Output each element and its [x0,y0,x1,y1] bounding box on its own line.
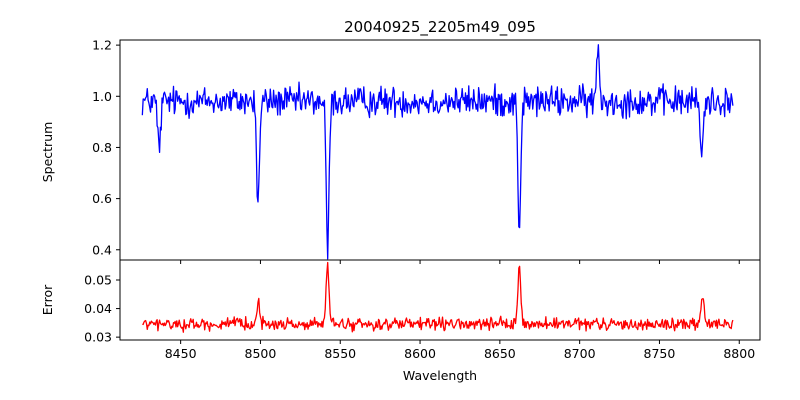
error-panel: 0.03 0.04 0.05 8450 8500 8550 8600 8650 8700 8750… [84,259,761,361]
x-axis-label: Wavelength [403,368,477,383]
x-tick-label: 8500 [245,346,277,361]
x-tick-label: 8600 [404,346,436,361]
error-series-line [142,261,734,333]
spectrum-series-line [141,44,734,260]
spectrum-y-tick-label: 0.4 [92,242,112,257]
spectrum-y-tick-label: 1.2 [92,38,112,53]
chart-title: 20040925_2205m49_095 [344,18,536,37]
x-tick-label: 8800 [723,346,755,361]
x-tick-label: 8550 [324,346,356,361]
error-y-tick-label: 0.04 [84,301,112,316]
error-y-tick-label: 0.03 [84,330,112,345]
spectrum-y-axis-label: Spectrum [40,122,55,183]
x-tick-label: 8450 [165,346,197,361]
x-tick-label: 8700 [564,346,596,361]
spectrum-y-tick-label: 0.6 [92,191,112,206]
error-y-tick-label: 0.05 [84,273,112,288]
spectrum-y-tick-label: 1.0 [92,89,112,104]
error-plot-frame [119,259,761,341]
spectrum-y-tick-label: 0.8 [92,140,112,155]
x-tick-label: 8650 [484,346,516,361]
error-y-axis-label: Error [40,284,55,315]
x-tick-label: 8750 [644,346,676,361]
